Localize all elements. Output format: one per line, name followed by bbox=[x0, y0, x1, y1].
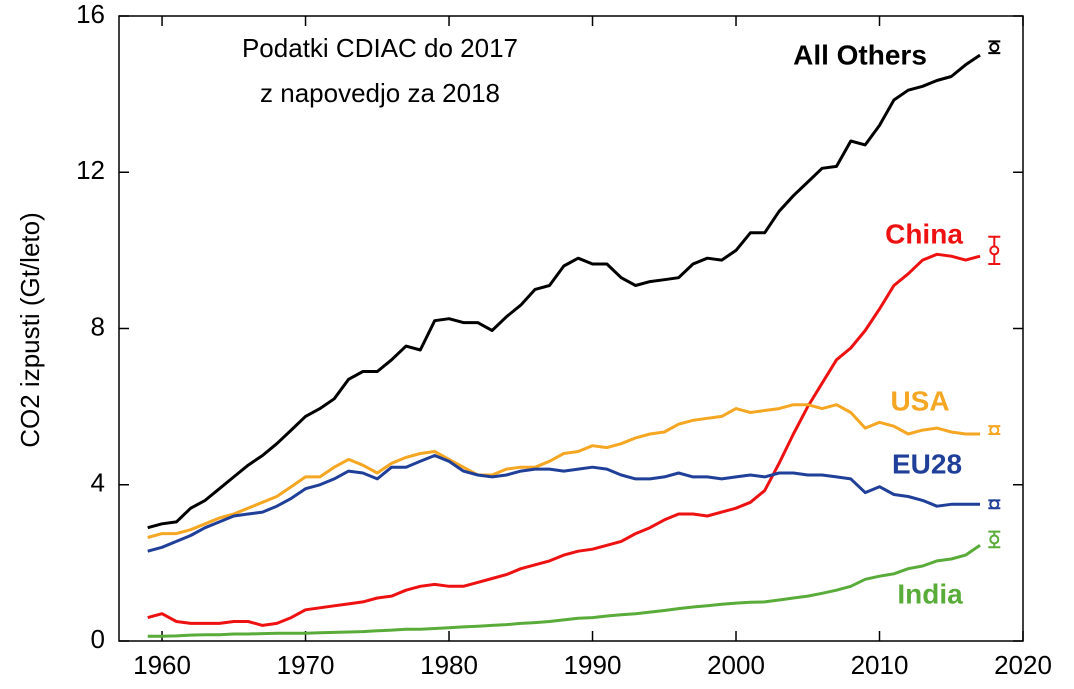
series-line bbox=[147, 454, 980, 553]
x-tick-label: 2000 bbox=[707, 650, 765, 680]
y-tick-label: 16 bbox=[76, 0, 105, 29]
series-line bbox=[147, 403, 980, 539]
x-tick-label: 1970 bbox=[277, 650, 335, 680]
projection-point bbox=[989, 245, 1000, 256]
projection-point bbox=[989, 499, 1000, 510]
x-tick-label: 1980 bbox=[420, 650, 478, 680]
series-label: EU28 bbox=[892, 448, 962, 479]
projection-point bbox=[989, 534, 1000, 545]
y-tick-label: 8 bbox=[91, 311, 105, 341]
x-tick-label: 1960 bbox=[133, 650, 191, 680]
y-tick-label: 4 bbox=[91, 468, 105, 498]
series-line bbox=[147, 53, 981, 530]
series-label: USA bbox=[890, 385, 949, 416]
series-label: China bbox=[885, 218, 963, 249]
projection-point bbox=[989, 42, 1000, 53]
projection-point bbox=[989, 425, 1000, 436]
series-label: India bbox=[897, 578, 963, 609]
y-tick-label: 12 bbox=[76, 155, 105, 185]
x-tick-label: 2020 bbox=[994, 650, 1052, 680]
series-line bbox=[147, 252, 981, 627]
series-line bbox=[147, 544, 981, 638]
y-tick-label: 0 bbox=[91, 624, 105, 654]
x-tick-label: 1990 bbox=[564, 650, 622, 680]
annotation: Podatki CDIAC do 2017 bbox=[242, 33, 518, 63]
annotation: z napovedjo za 2018 bbox=[260, 78, 500, 108]
series-label: All Others bbox=[793, 39, 927, 70]
y-axis-label: CO2 izpusti (Gt/leto) bbox=[15, 212, 45, 448]
x-tick-label: 2010 bbox=[851, 650, 909, 680]
